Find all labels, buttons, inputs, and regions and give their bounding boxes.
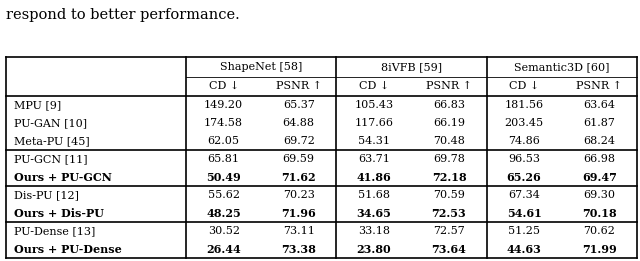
Text: 72.18: 72.18 <box>432 172 467 183</box>
Text: PU-GCN [11]: PU-GCN [11] <box>14 154 88 164</box>
Text: 66.19: 66.19 <box>433 118 465 128</box>
Text: 70.18: 70.18 <box>582 208 616 219</box>
Text: 51.25: 51.25 <box>508 226 540 236</box>
Text: CD ↓: CD ↓ <box>209 81 239 91</box>
Text: 8iVFB [59]: 8iVFB [59] <box>381 62 442 72</box>
Text: MPU [9]: MPU [9] <box>14 100 61 110</box>
Text: 73.64: 73.64 <box>431 244 467 255</box>
Text: Semantic3D [60]: Semantic3D [60] <box>514 62 609 72</box>
Text: 70.48: 70.48 <box>433 136 465 146</box>
Text: 174.58: 174.58 <box>204 118 243 128</box>
Text: 70.59: 70.59 <box>433 190 465 200</box>
Text: PSNR ↑: PSNR ↑ <box>576 81 622 91</box>
Text: PSNR ↑: PSNR ↑ <box>426 81 472 91</box>
Text: 149.20: 149.20 <box>204 100 243 110</box>
Text: Ours + PU-GCN: Ours + PU-GCN <box>14 172 112 183</box>
Text: 105.43: 105.43 <box>355 100 394 110</box>
Text: 54.31: 54.31 <box>358 136 390 146</box>
Text: 41.86: 41.86 <box>356 172 391 183</box>
Text: Ours + Dis-PU: Ours + Dis-PU <box>14 208 104 219</box>
Text: 65.37: 65.37 <box>283 100 315 110</box>
Text: 181.56: 181.56 <box>504 100 543 110</box>
Text: 69.47: 69.47 <box>582 172 617 183</box>
Text: 70.23: 70.23 <box>283 190 315 200</box>
Text: 68.24: 68.24 <box>583 136 615 146</box>
Text: 65.81: 65.81 <box>207 154 239 164</box>
Text: 50.49: 50.49 <box>206 172 241 183</box>
Text: 73.11: 73.11 <box>283 226 315 236</box>
Text: ShapeNet [58]: ShapeNet [58] <box>220 62 302 72</box>
Text: respond to better performance.: respond to better performance. <box>6 8 240 22</box>
Text: 203.45: 203.45 <box>504 118 543 128</box>
Text: Meta-PU [45]: Meta-PU [45] <box>14 136 90 146</box>
Text: 61.87: 61.87 <box>583 118 615 128</box>
Text: 63.64: 63.64 <box>583 100 615 110</box>
Text: 70.62: 70.62 <box>583 226 615 236</box>
Text: 62.05: 62.05 <box>207 136 239 146</box>
Text: Ours + PU-Dense: Ours + PU-Dense <box>14 244 122 255</box>
Text: 71.62: 71.62 <box>282 172 316 183</box>
Text: 72.53: 72.53 <box>431 208 467 219</box>
Text: 72.57: 72.57 <box>433 226 465 236</box>
Text: 44.63: 44.63 <box>507 244 541 255</box>
Text: 30.52: 30.52 <box>207 226 239 236</box>
Text: 117.66: 117.66 <box>355 118 394 128</box>
Text: 96.53: 96.53 <box>508 154 540 164</box>
Text: 51.68: 51.68 <box>358 190 390 200</box>
Text: 74.86: 74.86 <box>508 136 540 146</box>
Text: 69.72: 69.72 <box>283 136 315 146</box>
Text: PU-Dense [13]: PU-Dense [13] <box>14 226 95 236</box>
Text: CD ↓: CD ↓ <box>359 81 389 91</box>
Text: 73.38: 73.38 <box>282 244 316 255</box>
Text: 66.98: 66.98 <box>583 154 615 164</box>
Text: 69.59: 69.59 <box>283 154 315 164</box>
Text: 26.44: 26.44 <box>206 244 241 255</box>
Text: 55.62: 55.62 <box>207 190 239 200</box>
Text: 63.71: 63.71 <box>358 154 390 164</box>
Text: 48.25: 48.25 <box>206 208 241 219</box>
Text: 69.78: 69.78 <box>433 154 465 164</box>
Text: 64.88: 64.88 <box>283 118 315 128</box>
Text: 71.99: 71.99 <box>582 244 616 255</box>
Text: 65.26: 65.26 <box>507 172 541 183</box>
Text: 33.18: 33.18 <box>358 226 390 236</box>
Text: PU-GAN [10]: PU-GAN [10] <box>14 118 87 128</box>
Text: 69.30: 69.30 <box>583 190 615 200</box>
Text: CD ↓: CD ↓ <box>509 81 540 91</box>
Text: Dis-PU [12]: Dis-PU [12] <box>14 190 79 200</box>
Text: 23.80: 23.80 <box>356 244 391 255</box>
Text: 71.96: 71.96 <box>282 208 316 219</box>
Text: 54.61: 54.61 <box>507 208 541 219</box>
Text: 66.83: 66.83 <box>433 100 465 110</box>
Text: 34.65: 34.65 <box>356 208 391 219</box>
Text: PSNR ↑: PSNR ↑ <box>276 81 322 91</box>
Text: 67.34: 67.34 <box>508 190 540 200</box>
